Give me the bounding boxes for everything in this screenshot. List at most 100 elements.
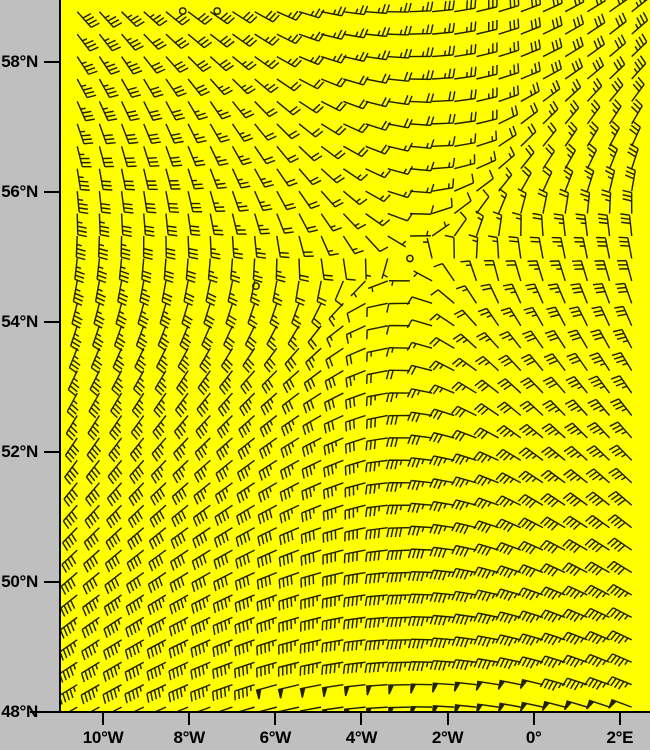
wind-barb — [386, 594, 410, 605]
wind-barb — [431, 197, 453, 215]
wind-barb — [150, 482, 167, 506]
wind-barb — [453, 192, 472, 215]
wind-barb — [365, 190, 391, 203]
wind-barb — [67, 706, 78, 712]
wind-barb — [432, 0, 455, 13]
wind-barb — [141, 258, 152, 284]
wind-barb — [444, 234, 455, 259]
wind-barb — [495, 495, 522, 508]
y-tick-label: 58°N — [1, 51, 38, 71]
wind-barb — [83, 527, 100, 551]
wind-barb — [81, 616, 100, 639]
wind-barb — [454, 133, 477, 148]
wind-barb — [454, 111, 477, 125]
wind-barb — [564, 0, 585, 13]
wind-barb — [562, 539, 588, 554]
wind-barb — [580, 188, 591, 214]
wind-barb — [350, 280, 367, 298]
wind-barb — [451, 357, 477, 372]
wind-barb — [365, 526, 388, 540]
wind-barb — [387, 25, 412, 36]
wind-barb — [433, 262, 455, 282]
wind-barb — [584, 165, 595, 192]
wind-barb — [474, 379, 500, 394]
wind-barb — [65, 415, 78, 441]
wind-barb — [344, 526, 366, 542]
wind-barb — [212, 661, 233, 679]
wind-barb — [235, 706, 255, 712]
wind-barb — [143, 11, 168, 27]
wind-barb — [584, 653, 610, 668]
wind-barb — [187, 191, 203, 213]
wind-barb — [194, 437, 211, 461]
wind-barb — [187, 78, 210, 97]
wind-barb — [451, 567, 477, 580]
wind-barb — [592, 282, 611, 304]
wind-barb — [430, 289, 455, 304]
wind-barb — [86, 437, 102, 463]
wind-barb — [563, 700, 588, 711]
wind-barb — [225, 303, 237, 329]
wind-barb — [584, 630, 610, 645]
wind-barb — [476, 20, 498, 35]
x-tick-mark — [274, 713, 277, 725]
wind-barb — [282, 370, 300, 394]
wind-barb — [498, 85, 520, 103]
wind-barb — [213, 571, 233, 592]
wind-barb — [129, 437, 145, 463]
wind-barb — [517, 564, 544, 578]
wind-barb — [407, 525, 433, 536]
wind-barb — [187, 123, 207, 144]
wind-barb — [62, 527, 78, 551]
wind-barb — [365, 369, 388, 384]
y-tick-label: 54°N — [1, 311, 38, 331]
wind-barb — [453, 309, 477, 327]
wind-barb — [171, 482, 189, 506]
wind-barb — [209, 168, 227, 190]
wind-barb — [476, 0, 498, 13]
wind-barb — [409, 70, 434, 81]
wind-barb — [276, 100, 301, 116]
wind-barb — [344, 414, 366, 432]
wind-barb — [209, 213, 224, 236]
wind-barb — [476, 130, 498, 147]
wind-barb — [152, 415, 167, 440]
x-tick-label: 2°E — [606, 728, 634, 747]
wind-barb — [212, 616, 233, 636]
wind-barb — [183, 280, 195, 307]
wind-barb — [343, 123, 369, 134]
wind-barb — [386, 414, 410, 425]
wind-barb — [365, 235, 389, 253]
wind-barb — [150, 459, 167, 484]
wind-barb — [432, 705, 455, 712]
wind-barb — [473, 658, 499, 670]
wind-barb — [563, 469, 588, 484]
wind-barb — [148, 527, 167, 550]
wind-barb — [321, 616, 344, 631]
wind-barb — [161, 280, 173, 307]
wind-barb — [409, 230, 431, 237]
wind-barb — [365, 549, 388, 562]
wind-barb — [520, 17, 542, 35]
wind-barb — [231, 100, 255, 119]
wind-barb — [608, 444, 633, 461]
wind-barb — [606, 560, 633, 576]
wind-barb — [216, 414, 233, 439]
wind-barb — [344, 459, 366, 476]
wind-barb — [244, 325, 257, 352]
wind-barb — [165, 146, 183, 167]
wind-barb — [586, 699, 610, 710]
wind-barb — [104, 571, 123, 595]
wind-barb — [543, 353, 566, 372]
wind-barb — [520, 353, 544, 372]
wind-barb — [88, 392, 101, 419]
plot-border-bottom — [30, 711, 650, 713]
wind-barb — [473, 403, 500, 417]
wind-barb — [607, 514, 633, 529]
wind-barb — [541, 423, 566, 439]
wind-barb — [300, 549, 322, 566]
wind-barb — [278, 616, 300, 633]
wind-barb — [343, 51, 369, 62]
wind-barb — [320, 213, 342, 232]
wind-barb — [321, 29, 347, 40]
